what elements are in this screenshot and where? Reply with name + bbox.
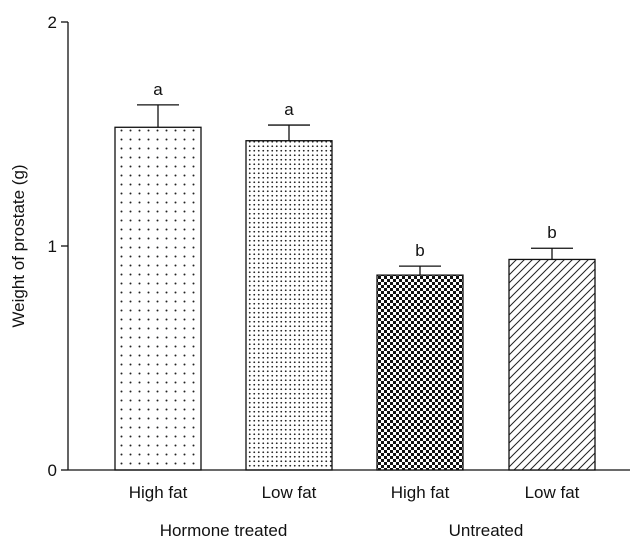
bar [376, 274, 464, 471]
error-bar [399, 265, 441, 276]
error-bar [531, 247, 573, 260]
bar [245, 140, 333, 471]
y-tick-label: 2 [48, 13, 57, 32]
significance-labels: a a b b [153, 80, 556, 260]
category-label: Low fat [262, 483, 317, 502]
significance-label: a [284, 100, 294, 119]
significance-label: b [415, 241, 424, 260]
group-label: Untreated [449, 521, 524, 540]
category-label: Low fat [525, 483, 580, 502]
error-bars [137, 104, 573, 276]
bars [114, 126, 596, 471]
category-label: High fat [391, 483, 450, 502]
y-axis-title: Weight of prostate (g) [9, 164, 28, 327]
y-ticks: 0 1 2 [48, 13, 68, 480]
y-tick-label: 1 [48, 237, 57, 256]
bar [508, 258, 596, 471]
category-label: High fat [129, 483, 188, 502]
error-bar [268, 124, 310, 141]
bar [114, 126, 202, 471]
significance-label: a [153, 80, 163, 99]
error-bar [137, 104, 179, 128]
category-labels: High fat Low fat High fat Low fat [129, 483, 580, 502]
y-tick-label: 0 [48, 461, 57, 480]
group-label: Hormone treated [160, 521, 288, 540]
significance-label: b [547, 223, 556, 242]
group-labels: Hormone treated Untreated [160, 521, 524, 540]
